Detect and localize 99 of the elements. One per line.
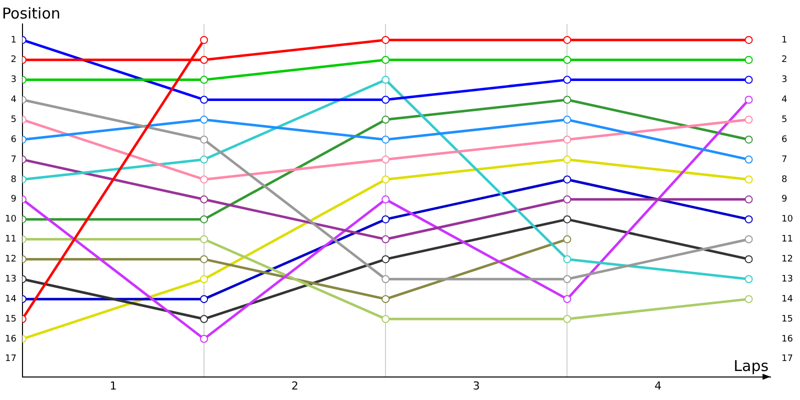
y-tick-label: 8 (10, 174, 17, 185)
point (200, 195, 208, 204)
y-axis-title: Position (2, 4, 60, 22)
point (744, 235, 753, 244)
point (200, 136, 208, 144)
x-tick-label: 1 (110, 379, 117, 392)
point (382, 175, 390, 184)
y2-tick-label: 17 (782, 354, 793, 364)
point (744, 96, 753, 104)
point (382, 116, 390, 124)
point (200, 56, 208, 64)
x-axis-title: Laps (734, 357, 769, 376)
y-tick-label: 2 (10, 55, 16, 66)
y-tick-label: 15 (5, 314, 16, 324)
point (382, 195, 390, 204)
point (382, 235, 390, 244)
y2-tick-label: 2 (782, 55, 788, 66)
y-tick-label: 14 (5, 294, 17, 304)
point (563, 255, 572, 264)
y2-tick-label: 1 (782, 35, 788, 46)
point (382, 215, 390, 224)
y-tick-label: 17 (5, 354, 16, 364)
point (744, 295, 753, 304)
point (744, 215, 753, 224)
y2-tick-label: 12 (782, 254, 793, 265)
point (200, 295, 208, 304)
point (744, 76, 753, 84)
point (200, 76, 208, 84)
point (382, 76, 390, 84)
y-tick-label: 16 (5, 334, 17, 344)
point (563, 36, 572, 44)
point (200, 175, 208, 184)
point (382, 295, 390, 304)
y2-tick-label: 10 (782, 214, 794, 225)
point (563, 96, 572, 104)
x-tick-label: 4 (654, 379, 662, 392)
point (744, 195, 753, 204)
point (744, 116, 753, 124)
y-tick-label: 6 (10, 134, 17, 145)
point (382, 96, 390, 104)
point (382, 275, 390, 284)
point (200, 334, 208, 343)
point (382, 136, 390, 144)
point (382, 314, 390, 323)
point (563, 116, 572, 124)
point (744, 275, 753, 284)
point (563, 156, 572, 164)
point (563, 56, 572, 64)
y2-tick-label: 7 (782, 154, 788, 165)
point (563, 175, 572, 184)
y2-tick-label: 5 (782, 115, 788, 126)
y-tick-label: 3 (10, 75, 16, 86)
y-tick-label: 7 (10, 154, 16, 165)
point (200, 215, 208, 224)
x-tick-label: 2 (291, 379, 298, 392)
y-tick-label: 12 (5, 254, 16, 265)
point (382, 156, 390, 164)
y2-tick-label: 9 (782, 194, 788, 205)
point (563, 235, 572, 244)
y2-tick-label: 3 (782, 75, 788, 86)
point (563, 215, 572, 224)
point (744, 136, 753, 144)
point (200, 275, 208, 284)
point (563, 195, 572, 204)
y-tick-label: 10 (5, 214, 17, 225)
point (200, 96, 208, 104)
y2-tick-label: 13 (782, 274, 793, 284)
point (200, 156, 208, 164)
point (744, 56, 753, 64)
x-tick-label: 3 (472, 379, 480, 392)
point (563, 275, 572, 284)
point (744, 175, 753, 184)
point (382, 255, 390, 264)
point (563, 314, 572, 323)
point (200, 235, 208, 244)
point (200, 116, 208, 124)
y2-tick-label: 4 (782, 95, 788, 106)
point (563, 76, 572, 84)
y2-tick-label: 6 (782, 134, 788, 145)
point (744, 36, 753, 44)
y2-tick-label: 11 (782, 234, 793, 245)
point (744, 156, 753, 164)
point (200, 314, 208, 323)
y2-tick-label: 14 (782, 294, 794, 304)
y2-tick-label: 15 (782, 314, 793, 324)
y2-tick-label: 8 (782, 174, 788, 185)
y-tick-label: 11 (5, 234, 16, 245)
point (382, 36, 390, 44)
y-tick-label: 1 (10, 35, 16, 46)
y2-tick-label: 16 (782, 334, 794, 344)
point (382, 56, 390, 64)
point (744, 255, 753, 264)
point (563, 295, 572, 304)
y-tick-label: 5 (10, 115, 16, 126)
y-tick-label: 4 (10, 95, 17, 106)
y-tick-label: 9 (10, 194, 17, 205)
point (563, 136, 572, 144)
point (200, 255, 208, 264)
y-tick-label: 13 (5, 274, 16, 284)
